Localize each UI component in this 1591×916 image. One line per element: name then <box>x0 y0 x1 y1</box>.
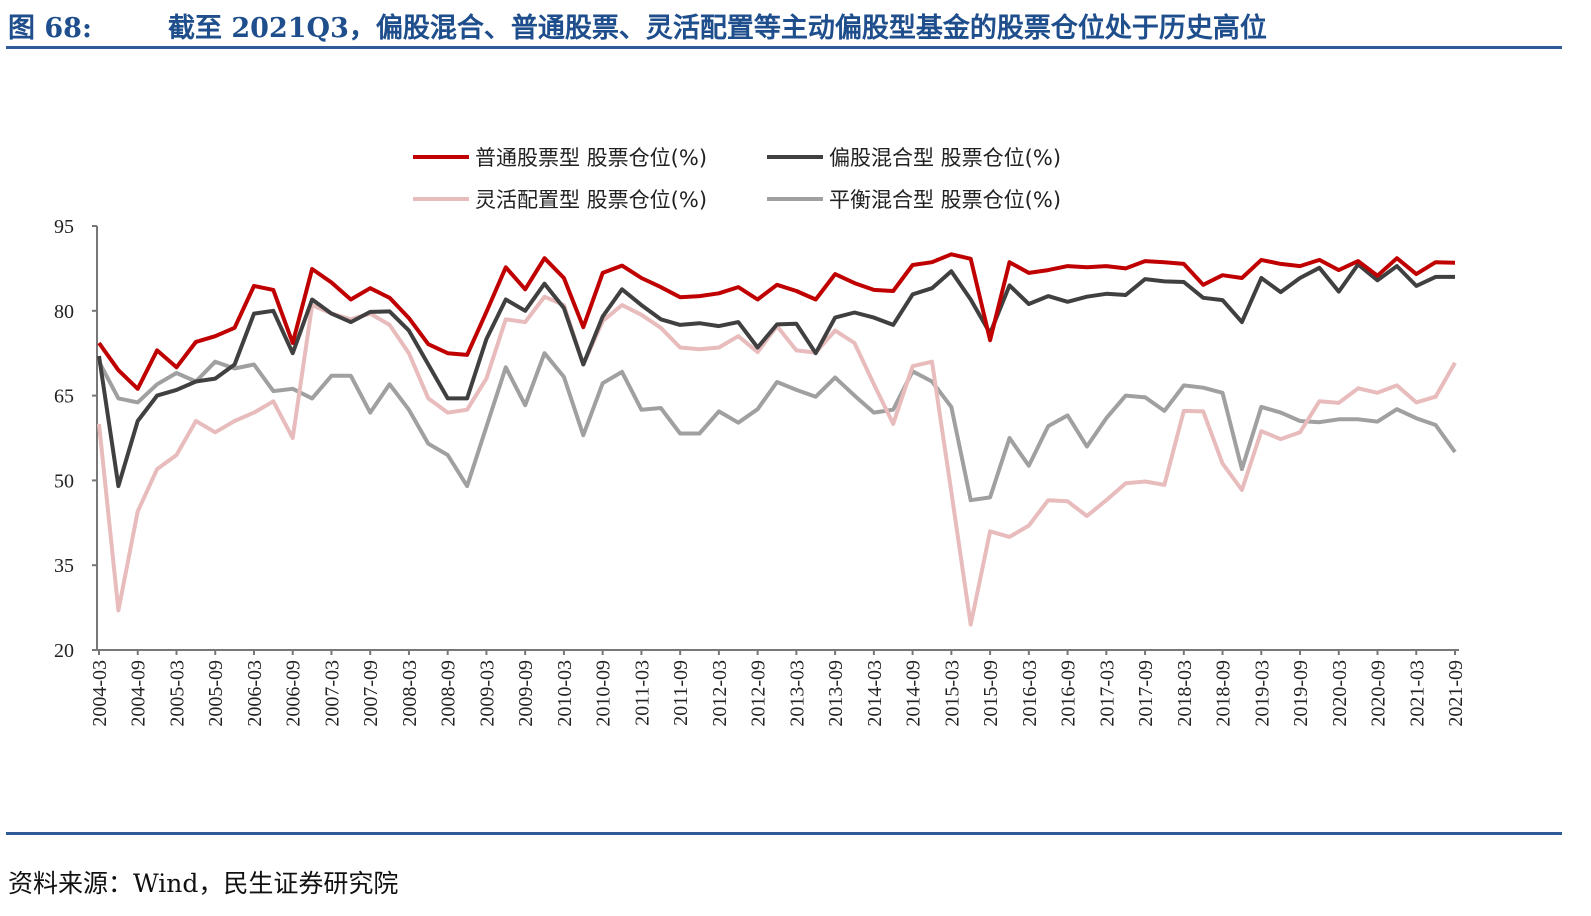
x-tick-label: 2009-09 <box>515 660 537 727</box>
x-tick-label: 2013-09 <box>825 660 847 727</box>
x-tick-label: 2019-09 <box>1290 660 1312 727</box>
x-tick-label: 2021-09 <box>1445 660 1467 727</box>
x-tick-label: 2010-09 <box>593 660 615 727</box>
source-note: 资料来源：Wind，民生证券研究院 <box>8 869 399 898</box>
x-tick-label: 2004-03 <box>89 660 111 727</box>
x-tick-label: 2018-03 <box>1174 660 1196 727</box>
x-tick-label: 2006-03 <box>244 660 266 727</box>
legend: 普通股票型 股票仓位(%) 偏股混合型 股票仓位(%) 灵活配置型 股票仓位(%) 平… <box>413 146 1061 212</box>
figure-header: 图 68: 截至 2021Q3，偏股混合、普通股票、灵活配置等主动偏股型基金的股… <box>8 4 1563 44</box>
x-tick-label: 2015-03 <box>941 660 963 727</box>
series-lines <box>97 252 1457 627</box>
y-tick-label: 80 <box>54 301 74 323</box>
x-tick-label: 2021-03 <box>1406 660 1428 727</box>
x-tick-label: 2009-03 <box>476 660 498 727</box>
x-tick-label: 2012-03 <box>709 660 731 727</box>
x-tick-label: 2017-03 <box>1096 660 1118 727</box>
x-tick-label: 2015-09 <box>980 660 1002 727</box>
x-tick-label: 2007-09 <box>360 660 382 727</box>
series-line-2 <box>97 294 1457 627</box>
x-tick-label: 2005-09 <box>205 660 227 727</box>
figure-number: 图 68: <box>8 13 92 44</box>
x-tick-label: 2019-03 <box>1251 660 1273 727</box>
y-tick-label: 35 <box>54 555 74 577</box>
series-line-0 <box>97 252 1456 391</box>
x-tick-label: 2020-03 <box>1329 660 1351 727</box>
x-tick-label: 2017-09 <box>1135 660 1157 727</box>
legend-label-3: 平衡混合型 股票仓位(%) <box>829 188 1061 212</box>
axes: 95 80 65 50 35 20 2004-03 2004-09 2005-03 2005-09… <box>54 216 1467 727</box>
y-tick-label: 50 <box>54 470 74 492</box>
header-divider <box>6 46 1562 49</box>
y-tick-label: 65 <box>54 386 74 408</box>
y-tick-label: 95 <box>54 216 74 238</box>
x-tick-label: 2011-09 <box>670 660 692 726</box>
x-tick-label: 2008-03 <box>399 660 421 727</box>
footer-divider <box>6 832 1562 835</box>
x-tick-label: 2013-03 <box>786 660 808 727</box>
x-tick-label: 2010-03 <box>554 660 576 727</box>
x-tick-label: 2004-09 <box>128 660 150 727</box>
x-tick-label: 2016-03 <box>1019 660 1041 727</box>
x-tick-label: 2008-09 <box>438 660 460 727</box>
series-line-1 <box>97 262 1455 489</box>
x-tick-label: 2007-03 <box>321 660 343 727</box>
x-tick-label: 2012-09 <box>748 660 770 727</box>
x-tick-label: 2014-09 <box>903 660 925 727</box>
x-tick-label: 2016-09 <box>1058 660 1080 727</box>
x-tick-label: 2011-03 <box>631 660 653 726</box>
x-tick-label: 2006-09 <box>283 660 305 727</box>
x-tick-label: 2005-03 <box>166 660 188 727</box>
x-tick-label: 2020-09 <box>1368 660 1390 727</box>
legend-label-1: 偏股混合型 股票仓位(%) <box>829 146 1061 170</box>
figure-title: 截至 2021Q3，偏股混合、普通股票、灵活配置等主动偏股型基金的股票仓位处于历… <box>168 13 1267 44</box>
y-tick-label: 20 <box>54 640 74 662</box>
x-tick-label: 2018-09 <box>1213 660 1235 727</box>
legend-label-0: 普通股票型 股票仓位(%) <box>475 146 707 170</box>
legend-label-2: 灵活配置型 股票仓位(%) <box>475 188 707 212</box>
series-line-3 <box>97 351 1457 503</box>
x-tick-label: 2014-03 <box>864 660 886 727</box>
